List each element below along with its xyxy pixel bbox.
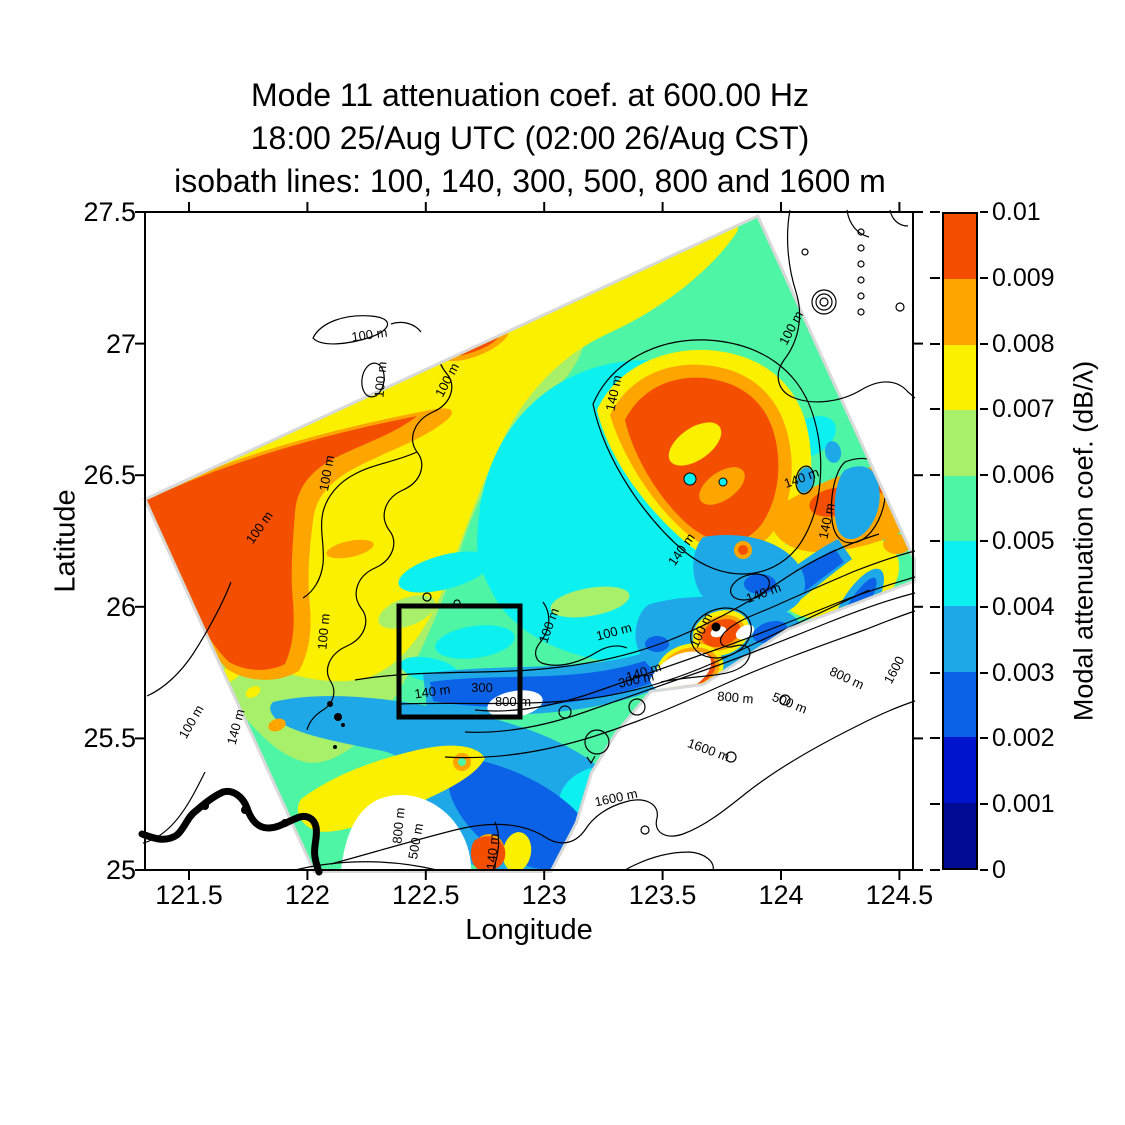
colorbar-tick: [980, 276, 988, 279]
colorbar-tick-label: 0.002: [992, 724, 1055, 753]
colorbar-tick: [930, 605, 940, 608]
islet-dots: [327, 701, 345, 749]
colorbar-band: [944, 737, 976, 803]
isobath-label: 140 m: [603, 374, 625, 412]
axis-ticks: [135, 202, 923, 880]
colorbar-tick: [930, 408, 940, 411]
y-tick-label: 27: [105, 328, 136, 359]
isobath-label: 800 m: [389, 807, 407, 844]
x-tick-label: 122: [284, 880, 330, 910]
colorbar-tick: [930, 737, 940, 740]
colorbar-tick: [980, 408, 988, 411]
colorbar-tick-label: 0.001: [992, 790, 1055, 819]
colorbar-tick-label: 0.008: [992, 329, 1055, 358]
isobath-label: 100 m: [316, 454, 337, 492]
coastline-knob: [241, 806, 249, 814]
colorbar-tick-label: 0.009: [992, 263, 1055, 292]
colorbar-tick-label: 0.007: [992, 395, 1055, 424]
isobath-label: 500 m: [770, 689, 809, 716]
colorbar-tick-label: 0.003: [992, 658, 1055, 687]
colorbar-tick: [930, 474, 940, 477]
y-tick-label: 27.5: [83, 197, 136, 227]
colorbar-tick: [930, 803, 940, 806]
y-tick-label: 26: [105, 591, 136, 622]
study-area-box: [396, 603, 523, 720]
colorbar-tick: [930, 671, 940, 674]
x-tick-label: 124: [758, 880, 804, 910]
isobath-label: 800 m: [495, 694, 531, 709]
isobath-label: 100 m: [314, 613, 332, 650]
y-axis-label: Latitude: [49, 489, 82, 593]
colorbar-band: [944, 214, 976, 280]
coastline-knob: [281, 819, 289, 827]
x-tick-label: 124.5: [865, 880, 934, 910]
colorbar-tick: [980, 540, 988, 542]
colorbar-band: [944, 475, 976, 542]
colorbar-band: [944, 671, 976, 738]
colorbar-band: [944, 541, 976, 607]
colorbar-band: [944, 279, 976, 345]
x-tick-label: 123.5: [628, 880, 697, 910]
colorbar: [942, 212, 978, 870]
isobath-contours-shelf: [228, 323, 887, 870]
colorbar-band: [944, 802, 976, 869]
isobath-label: 1600 m: [686, 735, 732, 764]
isobath-label: 800 m: [827, 663, 866, 692]
colorbar-tick-label: 0.01: [992, 198, 1041, 226]
x-tick-label: 121.5: [155, 880, 223, 910]
y-tick-label: 26.5: [83, 460, 136, 491]
colorbar-tick: [930, 276, 940, 279]
isobath-label: 140 m: [816, 502, 838, 540]
isobath-label: 300: [471, 680, 493, 695]
colorbar-tick: [980, 474, 988, 477]
isobath-label: 140 m: [413, 682, 451, 702]
y-tick-label: 25: [105, 855, 136, 885]
isobath-label: 140 m: [483, 833, 501, 870]
colorbar-tick-label: 0.006: [992, 461, 1055, 490]
colorbar-band: [944, 344, 976, 411]
coastline-knob: [201, 802, 209, 810]
colorbar-tick-label: 0.004: [992, 592, 1055, 621]
plot-border: [144, 211, 914, 871]
isobath-contours-deep: [142, 209, 916, 871]
colorbar-bands: [944, 214, 976, 869]
colorbar-tick-label: 0.005: [992, 527, 1055, 555]
colorbar-tick: [930, 540, 940, 542]
x-tick-label: 122.5: [392, 880, 460, 910]
title-line-3: isobath lines: 100, 140, 300, 500, 800 a…: [174, 163, 886, 199]
colorbar-tick: [980, 737, 988, 740]
x-tick-label: 123: [521, 880, 567, 910]
y-tick-label: 25.5: [83, 723, 136, 754]
colorbar-tick: [980, 605, 988, 608]
isobath-label: 100 m: [176, 702, 207, 741]
colorbar-tick: [980, 869, 988, 871]
colorbar-tick: [930, 211, 940, 213]
colorbar-tick: [980, 671, 988, 674]
isobath-label: 500 m: [405, 822, 426, 860]
colorbar-tick-label: 0: [992, 856, 1006, 884]
title-line-2: 18:00 25/Aug UTC (02:00 26/Aug CST): [250, 120, 810, 156]
isobath-label: 1600: [881, 654, 908, 687]
isobath-label: 140 m: [224, 707, 248, 746]
colorbar-tick: [980, 803, 988, 806]
colorbar-tick: [930, 869, 940, 871]
isobath-label: 100 m: [350, 325, 388, 345]
isobath-label: 100 m: [371, 361, 389, 398]
plot-title: Mode 11 attenuation coef. at 600.00 Hz 1…: [110, 74, 950, 203]
isobath-label: 800 m: [717, 688, 754, 706]
x-axis-label: Longitude: [465, 914, 593, 946]
colorbar-band: [944, 606, 976, 672]
isobath-label: 1600 m: [593, 786, 639, 810]
colorbar-band: [944, 410, 976, 476]
colorbar-tick: [980, 211, 988, 213]
taiwan-coastline: [138, 787, 323, 876]
isobath-label: 300 m: [617, 669, 655, 691]
colorbar-tick: [930, 342, 940, 345]
title-line-1: Mode 11 attenuation coef. at 600.00 Hz: [250, 77, 809, 113]
colorbar-tick: [980, 342, 988, 345]
